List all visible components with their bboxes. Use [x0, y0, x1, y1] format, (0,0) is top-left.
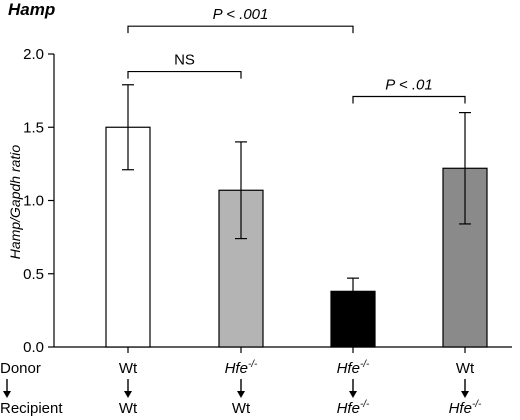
- chart-title: Hamp: [8, 0, 55, 19]
- y-tick-label: 0.0: [23, 339, 44, 356]
- significance-bracket: [127, 70, 242, 79]
- axes: 0.0 0.5 1.0 1.5 2.0: [23, 46, 512, 356]
- y-axis-label: Hamp/Gapdh ratio: [7, 145, 23, 260]
- y-tick-label: 2.0: [23, 46, 44, 63]
- donor-arrow-head: [124, 391, 132, 398]
- donor-row-label: Donor: [0, 360, 41, 377]
- donor-label: Wt: [119, 360, 138, 377]
- donor-arrow-head: [461, 391, 469, 398]
- significance-label: P < .01: [385, 76, 432, 93]
- y-tick-label: 1.5: [23, 119, 44, 136]
- bars: [105, 84, 488, 348]
- donor-label: Hfe-/-: [225, 359, 258, 377]
- donor-label: Hfe-/-: [337, 359, 370, 377]
- significance-label: P < .001: [213, 6, 269, 23]
- y-tick-label: 1.0: [23, 193, 44, 210]
- recipient-label: Hfe-/-: [337, 399, 370, 417]
- donor-label: Wt: [456, 360, 475, 377]
- significance-annotations: P < .001 NS P < .01: [127, 6, 466, 104]
- significance-bracket: [352, 95, 466, 104]
- row-arrow-head: [3, 391, 11, 398]
- donor-arrow-head: [349, 391, 357, 398]
- recipient-label: Hfe-/-: [449, 399, 482, 417]
- recipient-label: Wt: [232, 400, 251, 417]
- bar: [442, 167, 488, 348]
- significance-label: NS: [174, 52, 195, 69]
- recipient-row-label: Recipient: [0, 400, 63, 417]
- significance-bracket: [127, 25, 354, 34]
- y-tick-label: 0.5: [23, 266, 44, 283]
- donor-arrow-head: [237, 391, 245, 398]
- group-labels: Wt Wt Hfe-/- Wt Hfe-/- Hfe-/- Wt Hfe-/-: [3, 359, 482, 417]
- recipient-label: Wt: [119, 400, 138, 417]
